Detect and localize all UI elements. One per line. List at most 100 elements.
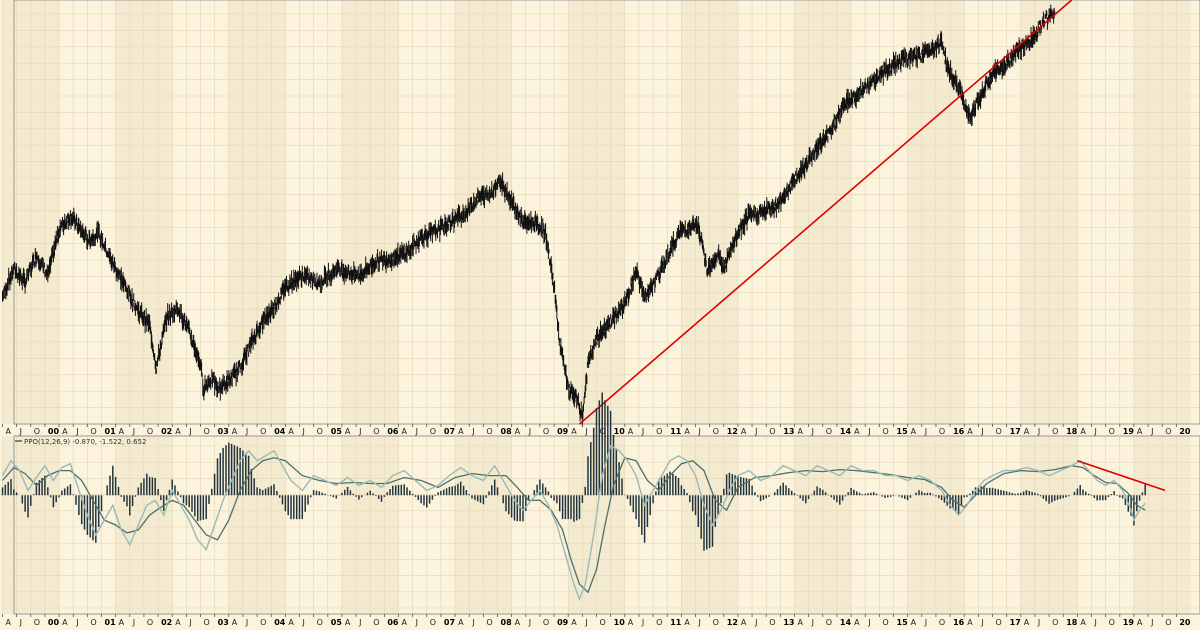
x-axis-upper-label: A [288,427,294,436]
x-axis-upper-label: 20 [1179,427,1191,436]
x-axis-upper-label: A [345,427,351,436]
ppo-legend: PPO(12,26,9) -0.870, -1.522, 0.652 [15,438,146,446]
price-panel-frame [13,0,1200,425]
x-axis-upper-label: A [1080,427,1086,436]
x-axis-lower-label: 18 [1066,618,1078,627]
x-axis-upper-label: A [1024,427,1030,436]
x-axis-lower-label: J [302,618,305,627]
x-axis-lower-label: O [713,618,719,627]
x-axis-lower-label: A [911,618,917,627]
x-axis-lower: A J O 00 A J O 01 A J O 02 A J O 03 A J O 04 A J O 05 A J O 06 A J O 07… [2,614,1191,627]
x-axis-lower-label: A [628,618,634,627]
x-axis-upper-label: O [317,427,323,436]
x-axis-upper-label: O [34,427,40,436]
x-axis-upper-label: J [132,427,135,436]
x-axis-upper-label: O [543,427,549,436]
x-axis-lower-label: J [415,618,418,627]
x-axis-upper-label: A [175,427,181,436]
x-axis-upper-label: J [358,427,361,436]
x-axis-upper-label: 19 [1123,427,1135,436]
x-axis-lower-label: 20 [1179,618,1191,627]
x-axis-upper-label: O [147,427,153,436]
x-axis-lower-label: A [854,618,860,627]
gridlines [2,0,1200,614]
x-axis-upper-label: 06 [387,427,399,436]
x-axis-lower-label: A [684,618,690,627]
x-axis-upper-label: O [713,427,719,436]
x-axis-upper-label: O [204,427,210,436]
x-axis-upper-label: 18 [1066,427,1078,436]
x-axis-lower-label: J [245,618,248,627]
x-axis-lower-label: 14 [840,618,852,627]
x-axis-lower-label: A [1024,618,1030,627]
x-axis-upper-label: O [373,427,379,436]
x-axis-lower-label: A [119,618,125,627]
x-axis-upper-label: A [1137,427,1143,436]
x-axis-lower-label: J [980,618,983,627]
price-bars-series [2,4,1056,427]
x-axis-lower-label: A [288,618,294,627]
x-axis-lower-label: O [826,618,832,627]
x-axis-lower-label: O [147,618,153,627]
x-axis-upper-label: J [698,427,701,436]
x-axis-lower-label: O [769,618,775,627]
x-axis-upper-label: A [119,427,125,436]
x-axis-lower-label: A [967,618,973,627]
x-axis-lower-label: A [6,618,12,627]
x-axis-upper-label: O [939,427,945,436]
x-axis-lower-label: 00 [48,618,60,627]
x-axis-upper-label: A [798,427,804,436]
x-axis-upper-label: O [656,427,662,436]
x-axis-lower-label: 12 [727,618,738,627]
x-axis-lower-label: O [373,618,379,627]
x-axis-lower-label: 05 [331,618,343,627]
x-axis-lower-label: O [996,618,1002,627]
ppo-panel [1,392,1166,602]
x-axis-lower-label: A [1080,618,1086,627]
x-axis-upper-label: 00 [48,427,60,436]
x-axis-lower-label: J [867,618,870,627]
x-axis-upper-label: O [1052,427,1058,436]
x-axis-upper-label: 12 [727,427,738,436]
x-axis-upper-label: 03 [218,427,229,436]
x-axis-upper-label: J [75,427,78,436]
x-axis-upper-label: 04 [274,427,286,436]
x-axis-upper-label: A [911,427,917,436]
x-axis-lower-label: O [430,618,436,627]
x-axis-upper-label: 10 [614,427,626,436]
x-axis-lower-label: A [402,618,408,627]
x-axis-lower-label: J [188,618,191,627]
x-axis-upper-label: 07 [444,427,455,436]
x-axis-lower-label: 07 [444,618,455,627]
x-axis-lower-label: O [90,618,96,627]
x-axis-upper-label: A [628,427,634,436]
x-axis-upper-label: 01 [105,427,117,436]
x-axis-upper-label: A [571,427,577,436]
ppo-histogram [1,392,1146,551]
x-axis-lower-label: J [1037,618,1040,627]
x-axis-lower-label: 03 [218,618,229,627]
x-axis-lower-label: J [132,618,135,627]
x-axis-upper-label: J [924,427,927,436]
x-axis-lower-label: O [1052,618,1058,627]
x-axis-upper: A J O 00 A J O 01 A J O 02 A J O 03 A J O 04 A J O 05 A J O 06 A J O 07… [2,424,1191,436]
x-axis-lower-label: 19 [1123,618,1135,627]
x-axis-lower-label: O [939,618,945,627]
x-axis-upper-label: 17 [1010,427,1021,436]
x-axis-lower-label: J [19,618,22,627]
x-axis-lower-label: A [62,618,68,627]
x-axis-lower-label: J [641,618,644,627]
x-axis-upper-label: A [741,427,747,436]
x-axis-lower-label: J [584,618,587,627]
x-axis-lower-label: O [882,618,888,627]
x-axis-upper-label: 16 [953,427,965,436]
x-axis-upper-label: J [1037,427,1040,436]
x-axis-lower-label: 06 [387,618,399,627]
price-panel [2,0,1073,427]
x-axis-lower-label: J [754,618,757,627]
x-axis-upper-label: A [232,427,238,436]
x-axis-upper-label: O [826,427,832,436]
x-axis-upper-label: A [402,427,408,436]
x-axis-upper-label: 15 [897,427,909,436]
x-axis-lower-label: O [600,618,606,627]
